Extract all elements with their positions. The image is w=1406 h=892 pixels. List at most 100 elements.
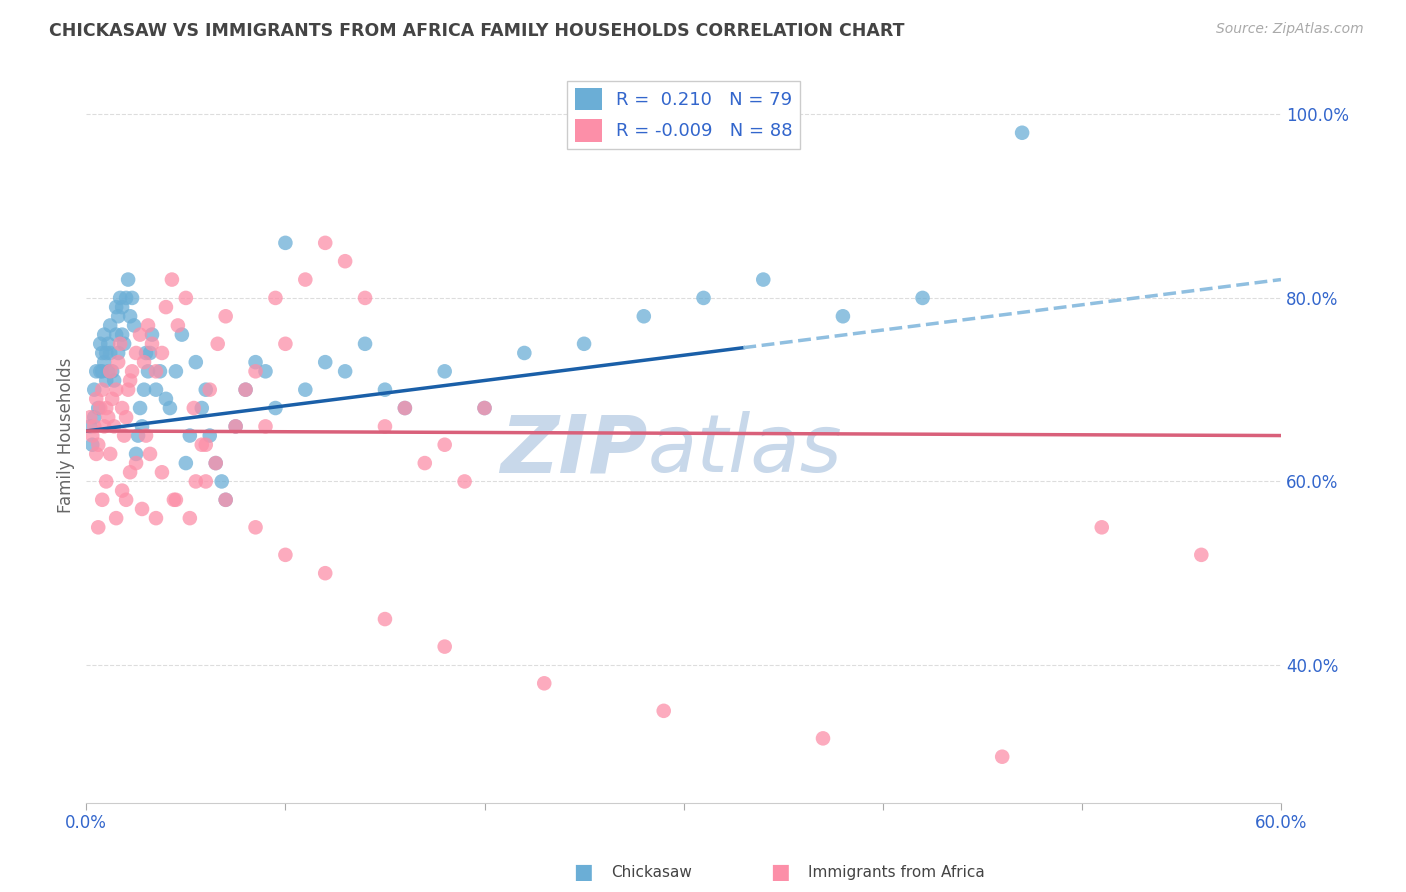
Point bbox=[115, 410, 138, 425]
Point bbox=[141, 336, 163, 351]
Point bbox=[96, 374, 118, 388]
Y-axis label: Family Households: Family Households bbox=[58, 358, 75, 513]
Point bbox=[83, 410, 105, 425]
Point bbox=[111, 483, 134, 498]
Point bbox=[433, 640, 456, 654]
Point bbox=[87, 520, 110, 534]
Point bbox=[117, 383, 139, 397]
Point bbox=[1011, 126, 1033, 140]
Point bbox=[108, 291, 131, 305]
Point bbox=[122, 318, 145, 333]
Point bbox=[98, 346, 121, 360]
Point bbox=[174, 456, 197, 470]
Point bbox=[89, 364, 111, 378]
Point bbox=[752, 272, 775, 286]
Point bbox=[107, 346, 129, 360]
Point bbox=[145, 511, 167, 525]
Point bbox=[314, 566, 336, 581]
Point bbox=[87, 438, 110, 452]
Point bbox=[374, 383, 396, 397]
Point bbox=[79, 410, 101, 425]
Point bbox=[112, 428, 135, 442]
Point bbox=[991, 749, 1014, 764]
Point bbox=[215, 310, 238, 324]
Legend: R =  0.210   N = 79, R = -0.009   N = 88: R = 0.210 N = 79, R = -0.009 N = 88 bbox=[568, 81, 800, 149]
Point bbox=[374, 419, 396, 434]
Point bbox=[101, 392, 124, 406]
Point bbox=[174, 291, 197, 305]
Point bbox=[165, 492, 187, 507]
Point bbox=[204, 456, 226, 470]
Point bbox=[225, 419, 247, 434]
Point bbox=[274, 336, 297, 351]
Point bbox=[98, 447, 121, 461]
Point bbox=[91, 492, 114, 507]
Point bbox=[97, 410, 120, 425]
Point bbox=[433, 364, 456, 378]
Point bbox=[120, 374, 142, 388]
Point bbox=[135, 346, 157, 360]
Point bbox=[107, 355, 129, 369]
Point bbox=[84, 364, 107, 378]
Point bbox=[194, 475, 217, 489]
Point bbox=[184, 475, 207, 489]
Point bbox=[96, 401, 118, 415]
Point bbox=[87, 401, 110, 415]
Point bbox=[103, 419, 125, 434]
Point bbox=[108, 336, 131, 351]
Point bbox=[474, 401, 496, 415]
Point bbox=[274, 548, 297, 562]
Point bbox=[89, 336, 111, 351]
Point bbox=[832, 310, 855, 324]
Point bbox=[474, 401, 496, 415]
Point bbox=[89, 401, 111, 415]
Point bbox=[132, 355, 155, 369]
Point bbox=[692, 291, 714, 305]
Point bbox=[105, 511, 128, 525]
Point bbox=[83, 383, 105, 397]
Point bbox=[163, 492, 186, 507]
Point bbox=[135, 428, 157, 442]
Point bbox=[245, 520, 267, 534]
Point bbox=[139, 447, 162, 461]
Point bbox=[155, 300, 177, 314]
Point bbox=[159, 401, 181, 415]
Point bbox=[107, 310, 129, 324]
Point bbox=[155, 392, 177, 406]
Point bbox=[111, 327, 134, 342]
Point bbox=[433, 438, 456, 452]
Point bbox=[198, 428, 221, 442]
Point bbox=[160, 272, 183, 286]
Point bbox=[105, 383, 128, 397]
Point bbox=[129, 401, 152, 415]
Point bbox=[413, 456, 436, 470]
Point bbox=[125, 447, 148, 461]
Point bbox=[101, 364, 124, 378]
Point bbox=[314, 355, 336, 369]
Point bbox=[294, 383, 316, 397]
Point bbox=[136, 318, 159, 333]
Text: Source: ZipAtlas.com: Source: ZipAtlas.com bbox=[1216, 22, 1364, 37]
Point bbox=[333, 364, 356, 378]
Point bbox=[111, 401, 134, 415]
Point bbox=[82, 438, 104, 452]
Point bbox=[245, 355, 267, 369]
Point bbox=[145, 383, 167, 397]
Point bbox=[83, 419, 105, 434]
Text: ZIP: ZIP bbox=[501, 411, 648, 489]
Point bbox=[96, 346, 118, 360]
Point bbox=[170, 327, 193, 342]
Point bbox=[120, 465, 142, 479]
Point bbox=[98, 364, 121, 378]
Point bbox=[125, 346, 148, 360]
Point bbox=[198, 383, 221, 397]
Point bbox=[79, 419, 101, 434]
Point bbox=[1091, 520, 1114, 534]
Point bbox=[120, 310, 142, 324]
Point bbox=[165, 364, 187, 378]
Point bbox=[150, 465, 173, 479]
Point bbox=[453, 475, 475, 489]
Point bbox=[211, 475, 233, 489]
Point bbox=[149, 364, 172, 378]
Point bbox=[103, 374, 125, 388]
